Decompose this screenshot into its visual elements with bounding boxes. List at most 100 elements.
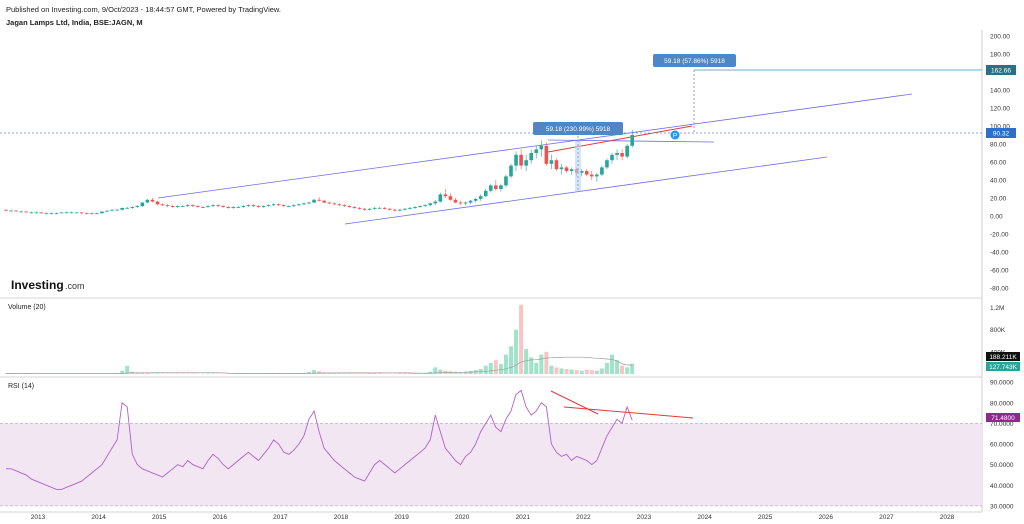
volume-bar [524,349,529,374]
volume-bar [397,373,402,374]
candle-body [150,199,155,202]
rsi-line [6,389,633,490]
svg-text:127.743K: 127.743K [989,364,1017,371]
time-tick-label: 2022 [576,514,591,521]
price-tick-label: -40.00 [990,250,1009,257]
volume-bar [231,373,236,374]
candle-body [483,190,488,197]
measure-annotations: 59.18 (230.99%) 5918 59.18 (57.86%) 5918… [533,54,982,191]
candle-body [564,167,569,171]
candle-body [241,206,246,207]
candle-body [312,199,316,203]
measure-tag-2 [653,54,736,67]
volume-bar [160,373,165,374]
rsi-band [0,423,982,506]
candle-body [534,149,539,153]
candle-body [9,210,13,212]
candle-body [529,153,533,161]
published-note: Published on Investing.com, 9/Oct/2023 -… [6,5,282,14]
volume-bar [135,372,140,374]
candle-body [595,174,599,177]
candle-body [39,212,44,214]
price-tick-label: -80.00 [990,286,1009,293]
time-tick-label: 2016 [213,514,228,521]
candle-body [509,165,513,177]
volume-ma-line [6,356,633,374]
rsi-title: RSI (14) [8,383,34,390]
candle-body [135,206,140,207]
candle-body [322,200,326,203]
volume-bar [604,362,609,374]
candle-body [226,207,230,208]
rsi-tick-label: 70.0000 [990,421,1014,428]
target-price-label: 162.66 [991,68,1011,75]
candle-body [125,207,129,209]
measure-tag-1-text: 59.18 (230.99%) 5918 [546,126,611,133]
volume-bar [564,369,569,374]
candle-body [246,205,251,207]
candle-body [524,160,528,166]
time-tick-label: 2013 [31,514,46,521]
candle-body [489,185,493,191]
candle-body [453,199,458,203]
rsi-tick-label: 30.0000 [990,503,1014,510]
candle-body [24,211,28,213]
measure-tag-2-text: 59.18 (57.86%) 5918 [664,58,725,65]
candle-body [468,200,473,203]
candle-body [69,212,74,214]
candle-body [201,207,205,208]
candle-body [342,205,347,207]
candle-body [590,174,594,177]
volume-bar [408,373,412,374]
candle-body [357,207,362,209]
candle-body [256,206,261,207]
candle-body [231,207,236,208]
candle-body [408,207,412,209]
candle-body [463,202,468,204]
volume-labels: 188.211K 127.743K [986,352,1020,371]
svg-text:P: P [673,133,677,140]
candle-body [90,213,94,215]
volume-bar [372,373,377,374]
volume-bar [544,351,549,374]
candle-body [307,202,311,204]
volume-axis: 1.2M800K400K [990,305,1006,356]
rsi-tick-label: 90.0000 [990,380,1014,387]
volume-bar [584,369,589,374]
candle-body [266,205,271,207]
candle-body [377,207,382,209]
volume-bar [594,370,599,374]
price-tick-label: 120.00 [990,106,1010,113]
candle-body [105,210,109,212]
candle-body [337,204,342,206]
candle-body [165,205,170,207]
time-tick-label: 2021 [516,514,531,521]
measure-tag-1 [533,122,623,135]
candle-body [49,213,54,215]
volume-bar [190,373,195,374]
volume-bar [509,346,513,374]
channel-upper-line [157,93,913,199]
time-tick-label: 2019 [394,514,409,521]
volume-bar [327,372,332,374]
candle-body [438,194,443,202]
volume-bar [463,371,468,374]
volume-bar [185,373,190,374]
price-tick-label: 200.00 [990,34,1010,41]
volume-bar [610,354,614,374]
svg-text:Investing: Investing [11,278,64,292]
volume-bar [402,373,407,374]
volume-bar [539,354,544,374]
candle-body [367,208,372,210]
volume-bar [438,369,443,374]
time-tick-label: 2018 [334,514,349,521]
time-tick-label: 2017 [273,514,288,521]
volume-bar [549,365,554,374]
candle-body [554,160,559,170]
candle-body [44,213,49,215]
volume-bar [413,373,418,374]
candle-body [403,208,407,210]
time-tick-label: 2020 [455,514,470,521]
volume-bar [493,360,498,374]
